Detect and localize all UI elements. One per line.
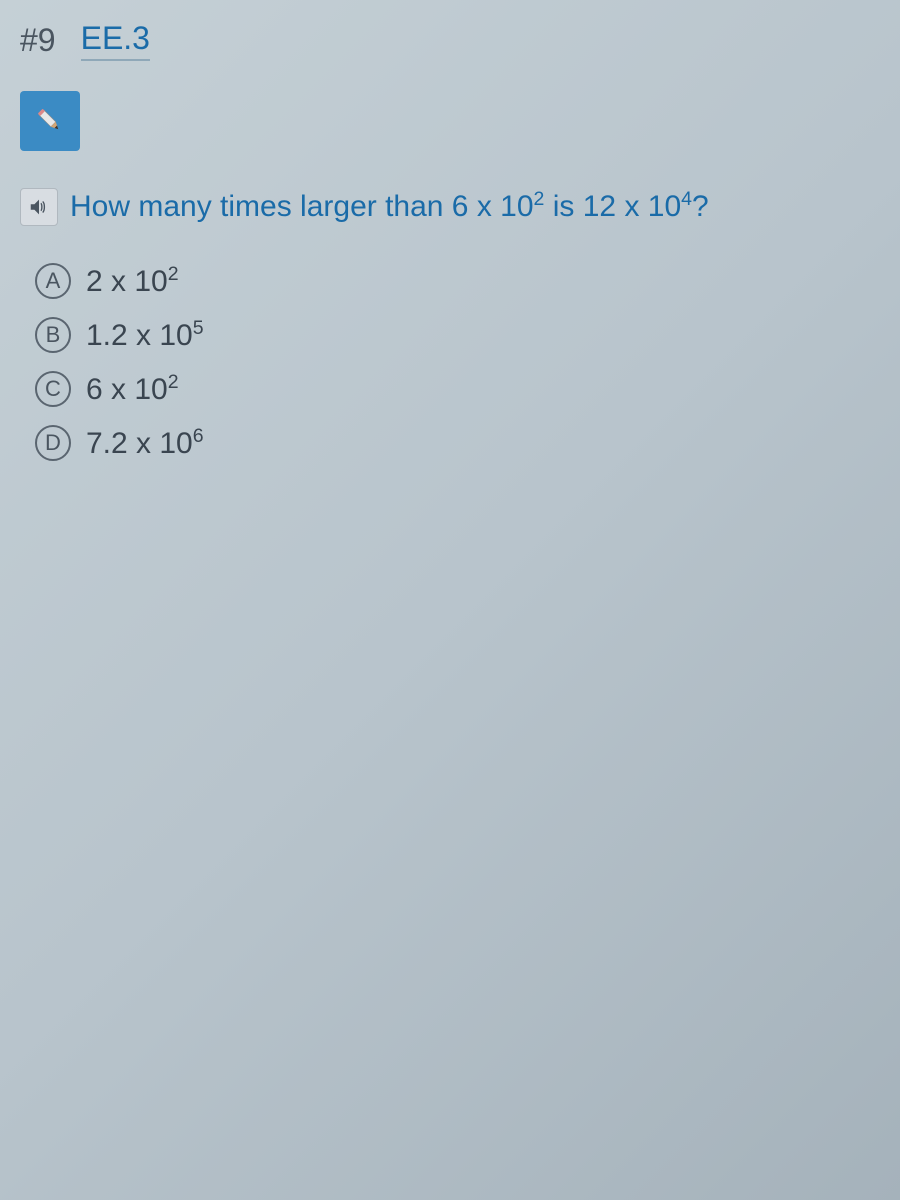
choice-text-b: 1.2 x 105: [86, 317, 204, 353]
choice-text-c: 6 x 102: [86, 371, 179, 407]
choice-letter-a: A: [35, 263, 71, 299]
question-exp1: 2: [534, 188, 545, 210]
standard-link[interactable]: EE.3: [81, 20, 150, 61]
speaker-icon: [28, 196, 50, 218]
choice-d[interactable]: D 7.2 x 106: [35, 425, 880, 461]
question-number: #9: [20, 22, 56, 59]
choice-letter-c: C: [35, 371, 71, 407]
answer-choices: A 2 x 102 B 1.2 x 105 C 6 x 102 D 7.2 x …: [0, 253, 900, 499]
choice-letter-b: B: [35, 317, 71, 353]
read-aloud-button[interactable]: [20, 188, 58, 226]
question-section: How many times larger than 6 x 102 is 12…: [0, 171, 900, 253]
choice-b[interactable]: B 1.2 x 105: [35, 317, 880, 353]
choice-text-a: 2 x 102: [86, 263, 179, 299]
tool-section: [0, 71, 900, 171]
choice-letter-d: D: [35, 425, 71, 461]
pencil-tool-button[interactable]: [20, 91, 80, 151]
pencil-icon: [30, 101, 70, 141]
question-text-mid: is 12 x 10: [544, 190, 681, 223]
question-header: #9 EE.3: [0, 0, 900, 71]
choice-text-d: 7.2 x 106: [86, 425, 204, 461]
choice-a[interactable]: A 2 x 102: [35, 263, 880, 299]
question-text-post: ?: [692, 190, 709, 223]
choice-c[interactable]: C 6 x 102: [35, 371, 880, 407]
question-text-pre: How many times larger than 6 x 10: [70, 190, 534, 223]
question-exp2: 4: [681, 188, 692, 210]
question-text: How many times larger than 6 x 102 is 12…: [70, 186, 709, 228]
